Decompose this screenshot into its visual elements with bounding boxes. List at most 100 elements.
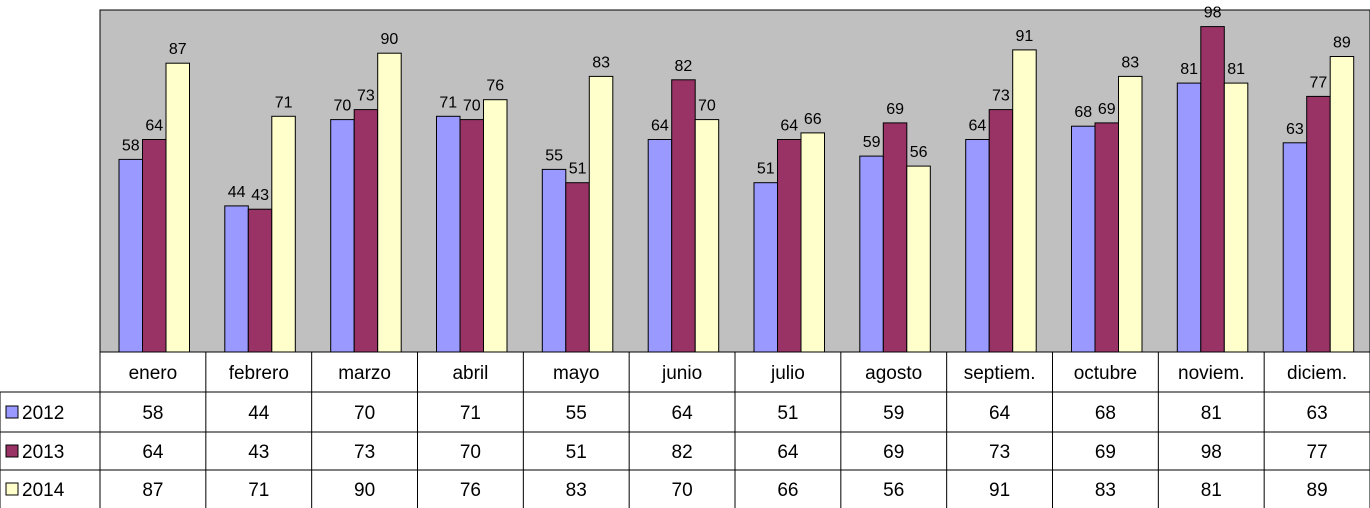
data-label: 76 [486,78,504,95]
bar-2012-noviem. [1176,82,1202,353]
table-cell: 64 [672,403,694,424]
bar-2014-abril [483,99,508,353]
table-cell: 64 [777,442,799,463]
data-label: 68 [1074,104,1092,121]
bar-2014-noviem. [1223,82,1249,353]
bar-2014-enero [165,62,190,353]
category-label: noviem. [1178,363,1245,384]
bar-2014-diciem. [1329,56,1355,353]
table-cell: 56 [883,480,904,501]
table-cell: 98 [1201,442,1222,463]
bar-2013-febrero [247,208,273,353]
data-label: 70 [698,98,716,115]
table-cell: 70 [354,403,375,424]
bar-2013-julio [777,139,802,353]
data-label: 71 [275,94,293,111]
category-label: junio [661,363,702,384]
bar-2014-mayo [588,75,614,353]
table-cell: 69 [883,442,904,463]
table-cell: 64 [142,442,164,463]
bar-2014-julio [800,132,825,353]
table-cell: 73 [354,442,375,463]
data-label: 43 [251,187,269,204]
data-label: 59 [863,134,881,151]
table-cell: 55 [566,403,587,424]
bar-2013-mayo [565,182,590,353]
data-label: 89 [1333,35,1351,52]
bar-2014-octubre [1118,75,1143,353]
data-label: 73 [357,88,375,105]
legend-label: 2012 [22,403,64,424]
data-label: 70 [463,98,481,115]
category-label: septiem. [964,363,1036,384]
bar-2012-septiem. [965,139,990,353]
category-label: mayo [553,363,599,384]
data-label: 70 [334,98,352,115]
data-label: 56 [910,144,928,161]
legend-key-2013 [5,444,19,458]
table-cell: 69 [1095,442,1116,463]
data-label: 91 [1016,28,1034,45]
data-label: 64 [969,118,987,135]
category-label: octubre [1074,363,1137,384]
data-label: 51 [757,161,775,178]
data-label: 82 [675,58,693,75]
table-cell: 71 [248,480,269,501]
table-cell: 63 [1307,403,1328,424]
data-label: 73 [992,88,1010,105]
table-cell: 71 [460,403,481,424]
bar-2012-julio [753,182,778,353]
bar-2012-diciem. [1282,142,1308,353]
table-cell: 44 [248,403,270,424]
data-labels: 58 64 87 44 43 71 70 73 90 71 70 76 55 51 83 64 82 70 51 64… [122,5,1351,205]
bar-2014-febrero [271,115,296,353]
bar-2013-marzo [353,109,379,353]
legend-label: 2014 [22,480,65,501]
table-cell: 91 [989,480,1010,501]
data-label: 83 [592,54,610,71]
bar-2013-septiem. [988,109,1014,353]
data-label: 81 [1227,61,1245,78]
category-label: julio [770,363,805,384]
table-cell: 51 [777,403,798,424]
table-cell: 64 [989,403,1011,424]
table-cell: 89 [1307,480,1328,501]
bar-2012-agosto [859,155,884,353]
data-label: 63 [1286,121,1304,138]
data-label: 64 [780,118,798,135]
table-cell: 81 [1201,480,1222,501]
bar-2012-junio [647,139,673,353]
data-label: 77 [1310,74,1328,91]
legend-label: 2013 [22,442,64,463]
table-cell: 87 [142,480,163,501]
table-cell: 73 [989,442,1010,463]
bar-2012-octubre [1071,125,1096,353]
category-label: abril [452,363,488,384]
bar-2013-enero [142,139,167,353]
data-table: enero febrero marzo abril mayo junio julio agos… [0,351,1370,508]
legend-key-2014 [5,482,19,496]
bar-2014-agosto [906,165,931,353]
bar-2012-enero [118,158,143,353]
bar-2012-mayo [541,168,567,353]
data-label: 64 [651,118,669,135]
bar-2013-junio [671,79,696,353]
table-cell: 59 [883,403,904,424]
table-cell: 70 [672,480,693,501]
table-cell: 83 [566,480,587,501]
legend-key-2012 [5,405,19,419]
data-label: 55 [545,147,563,164]
bars [118,26,1355,353]
data-label: 83 [1121,54,1139,71]
plot-area [99,9,1370,353]
table-cell: 66 [777,480,798,501]
table-cell: 58 [142,403,163,424]
table-cell: 43 [248,442,269,463]
bar-2013-noviem. [1200,26,1225,353]
bar-2013-diciem. [1306,95,1331,353]
data-label: 64 [145,118,163,135]
data-label: 69 [886,101,904,118]
data-label: 98 [1204,5,1222,22]
bar-2014-marzo [377,52,402,353]
